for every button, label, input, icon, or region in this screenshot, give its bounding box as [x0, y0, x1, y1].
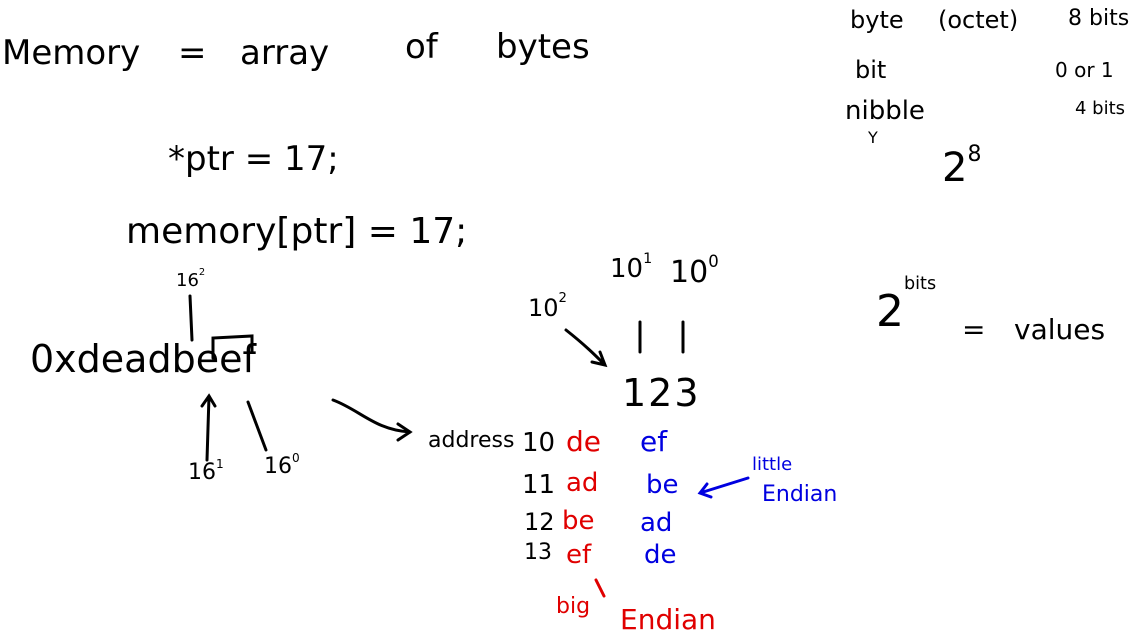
little-endian-line2: Endian	[762, 482, 838, 507]
row-little-13: de	[644, 540, 677, 570]
hex-place-0: 160	[264, 451, 300, 479]
title-array: array	[240, 33, 330, 73]
row-addr-12: 12	[524, 508, 555, 536]
address-label: address	[428, 428, 515, 453]
decimal-place-0: 100	[670, 252, 719, 290]
tick-big-endian	[594, 578, 606, 598]
def-nibble-mark: Y	[868, 128, 878, 147]
code-deref: *ptr = 17;	[168, 139, 339, 179]
formula-rhs: values	[1014, 313, 1106, 346]
line-16-0	[246, 400, 268, 452]
row-little-12: ad	[640, 508, 673, 538]
row-little-10: ef	[640, 425, 668, 458]
hex-place-1: 161	[188, 457, 224, 485]
power-base: 2	[942, 145, 968, 191]
row-little-11: be	[646, 470, 679, 500]
formula-power: 2bits	[876, 275, 936, 334]
bracket-ef	[211, 334, 254, 360]
def-byte-size: 8 bits	[1068, 6, 1130, 31]
hex-value: 0xdeadbeef	[30, 337, 256, 381]
formula-base: 2	[876, 286, 904, 337]
def-nibble-size: 4 bits	[1075, 98, 1126, 119]
power-2-8: 28	[942, 144, 981, 191]
code-index: memory[ptr] = 17;	[126, 211, 468, 252]
title-of: of	[405, 27, 438, 67]
title-memory: Memory	[2, 33, 141, 73]
big-endian-line1: big	[556, 594, 591, 619]
decimal-place-2: 102	[528, 291, 567, 322]
arrow-16-1	[200, 393, 217, 462]
row-big-11: ad	[566, 468, 599, 498]
arrow-little-endian	[697, 476, 750, 499]
arrow-16-2	[188, 294, 194, 342]
decimal-number: 123	[622, 371, 701, 415]
formula-exp: bits	[904, 274, 937, 294]
row-big-12: be	[562, 506, 595, 536]
row-addr-10: 10	[522, 428, 556, 458]
arrow-to-address	[331, 398, 413, 442]
row-big-13: ef	[566, 540, 592, 570]
title-equals: =	[178, 33, 207, 73]
row-addr-11: 11	[522, 470, 556, 500]
title-bytes: bytes	[496, 27, 590, 67]
formula-equals: =	[962, 313, 986, 346]
power-exp: 8	[967, 142, 982, 167]
arrow-10-2	[564, 328, 608, 368]
row-addr-13: 13	[524, 540, 552, 565]
hex-place-2: 162	[176, 267, 206, 291]
row-big-10: de	[566, 425, 601, 458]
def-bit: bit	[855, 56, 887, 84]
decimal-place-1: 101	[610, 251, 653, 284]
big-endian-line2: Endian	[620, 603, 716, 636]
little-endian-line1: little	[752, 454, 793, 475]
def-byte: byte	[850, 6, 904, 34]
def-nibble: nibble	[845, 96, 925, 126]
def-octet: (octet)	[938, 6, 1019, 34]
def-bit-values: 0 or 1	[1055, 58, 1114, 82]
